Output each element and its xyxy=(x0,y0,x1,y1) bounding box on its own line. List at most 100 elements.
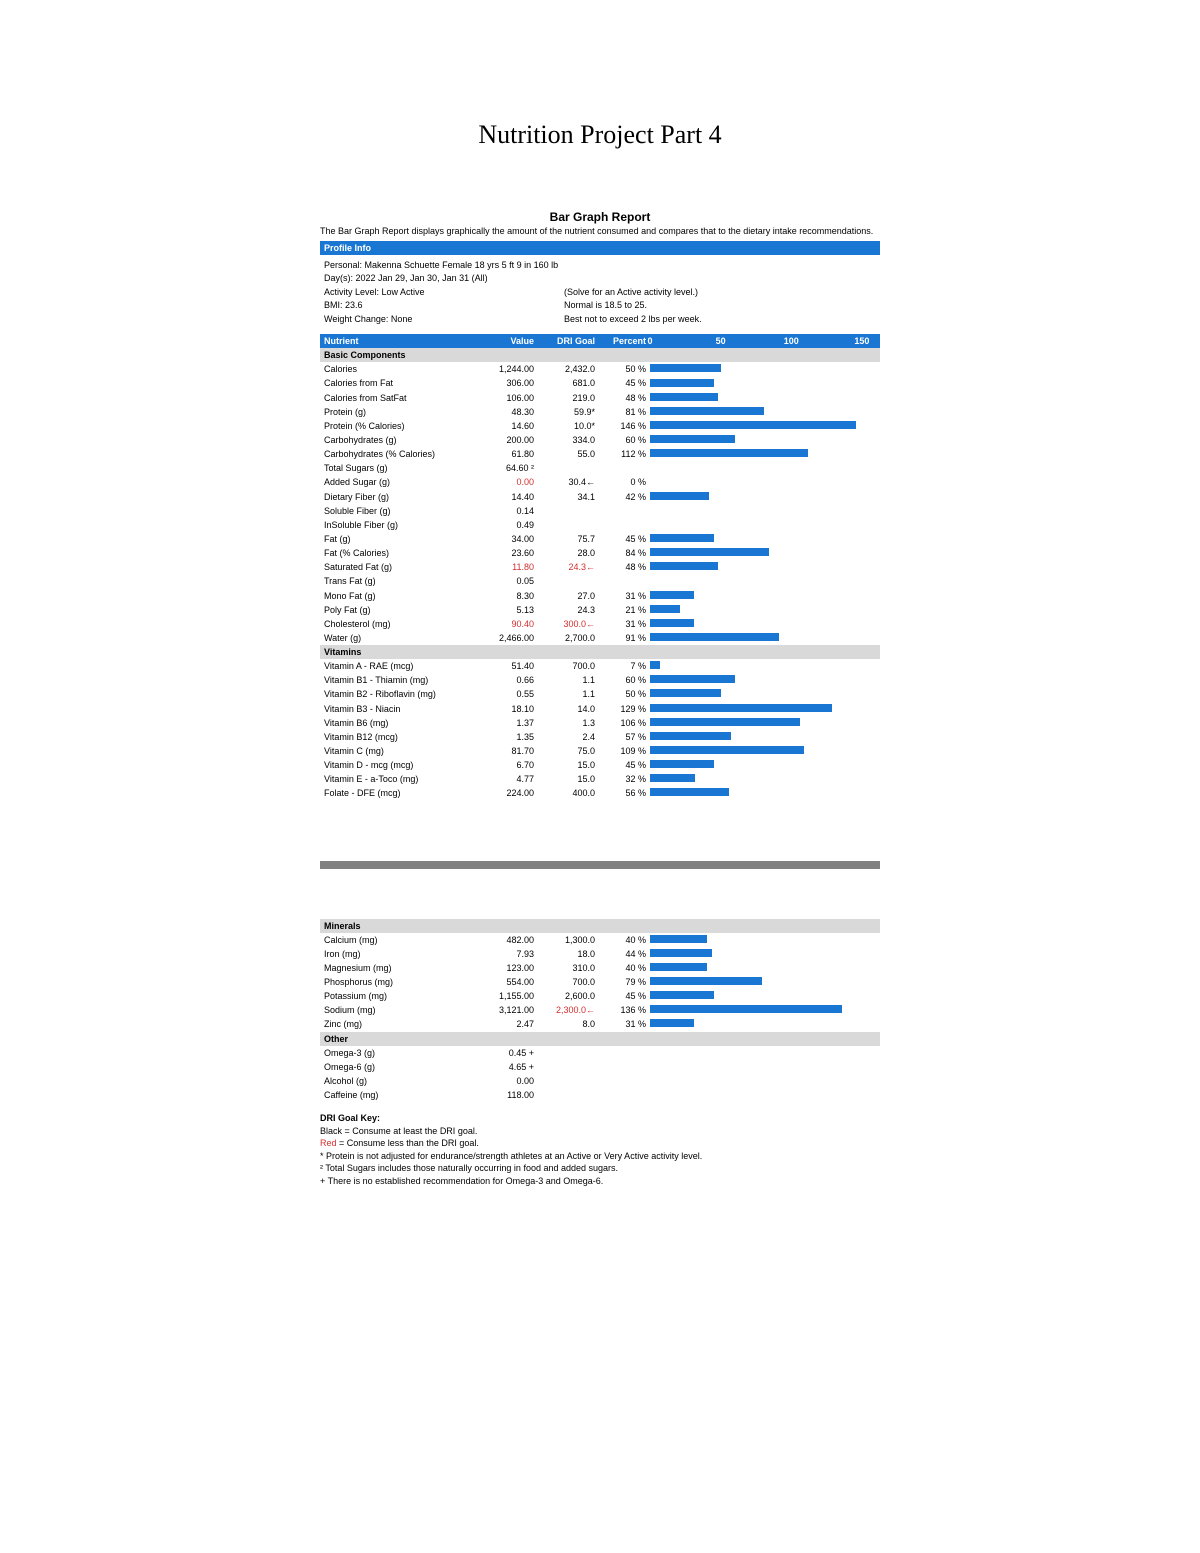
nutrient-name: Vitamin D - mcg (mcg) xyxy=(324,759,474,771)
table-row: Vitamin B2 - Riboflavin (mg)0.551.150 % xyxy=(320,687,880,701)
table-row: Carbohydrates (g)200.00334.060 % xyxy=(320,433,880,447)
bar-fill xyxy=(650,1005,842,1013)
bar-cell xyxy=(650,449,876,459)
nutrient-name: Added Sugar (g) xyxy=(324,476,474,488)
nutrient-goal: 700.0 xyxy=(540,660,601,672)
table-row: Alcohol (g)0.00 xyxy=(320,1074,880,1088)
nutrient-value: 224.00 xyxy=(474,787,540,799)
bar-cell xyxy=(650,421,876,431)
nutrient-value: 1,244.00 xyxy=(474,363,540,375)
bar-fill xyxy=(650,661,660,669)
nutrient-goal: 2,600.0 xyxy=(540,990,601,1002)
nutrient-name: Soluble Fiber (g) xyxy=(324,505,474,517)
nutrient-goal: 1.1 xyxy=(540,688,601,700)
nutrient-value: 118.00 xyxy=(474,1089,540,1101)
bar-cell xyxy=(650,364,876,374)
nutrient-percent: 45 % xyxy=(601,377,650,389)
nutrient-percent: 50 % xyxy=(601,688,650,700)
nutrient-name: Protein (g) xyxy=(324,406,474,418)
table-row: Vitamin B12 (mcg)1.352.457 % xyxy=(320,730,880,744)
nutrient-value: 0.66 xyxy=(474,674,540,686)
nutrient-name: Total Sugars (g) xyxy=(324,462,474,474)
nutrient-goal: 400.0 xyxy=(540,787,601,799)
nutrient-goal: 2,700.0 xyxy=(540,632,601,644)
table-row: Cholesterol (mg)90.40300.0←31 % xyxy=(320,617,880,631)
nutrient-percent: 91 % xyxy=(601,632,650,644)
bar-cell xyxy=(650,675,876,685)
bar-fill xyxy=(650,562,718,570)
nutrient-percent: 56 % xyxy=(601,787,650,799)
bar-fill xyxy=(650,619,694,627)
table-row: Total Sugars (g)64.60 ² xyxy=(320,461,880,475)
nutrient-value: 4.77 xyxy=(474,773,540,785)
page-divider xyxy=(320,861,880,869)
nutrient-name: Poly Fat (g) xyxy=(324,604,474,616)
col-percent: Percent xyxy=(601,336,650,346)
nutrient-name: Calories xyxy=(324,363,474,375)
nutrient-value: 64.60 ² xyxy=(474,462,540,474)
nutrient-percent: 60 % xyxy=(601,674,650,686)
bar-fill xyxy=(650,393,718,401)
footnote-line: ² Total Sugars includes those naturally … xyxy=(320,1162,880,1175)
bar-fill xyxy=(650,963,707,971)
nutrient-name: Cholesterol (mg) xyxy=(324,618,474,630)
table-row: Calories from Fat306.00681.045 % xyxy=(320,376,880,390)
table-row: Potassium (mg)1,155.002,600.045 % xyxy=(320,989,880,1003)
bar-fill xyxy=(650,718,800,726)
report-subtitle: The Bar Graph Report displays graphicall… xyxy=(320,226,880,237)
nutrient-value: 2,466.00 xyxy=(474,632,540,644)
nutrient-percent: 40 % xyxy=(601,962,650,974)
nutrient-value: 0.00 xyxy=(474,476,540,488)
bar-fill xyxy=(650,364,721,372)
nutrient-percent: 81 % xyxy=(601,406,650,418)
nutrient-goal: 1.1 xyxy=(540,674,601,686)
bar-fill xyxy=(650,774,695,782)
nutrient-name: Omega-3 (g) xyxy=(324,1047,474,1059)
footnote-line: + There is no established recommendation… xyxy=(320,1175,880,1188)
bar-fill xyxy=(650,689,721,697)
bar-fill xyxy=(650,760,714,768)
bar-fill xyxy=(650,704,832,712)
scale-tick: 0 xyxy=(647,336,652,346)
nutrient-name: Zinc (mg) xyxy=(324,1018,474,1030)
nutrient-goal: 59.9* xyxy=(540,406,601,418)
nutrient-value: 18.10 xyxy=(474,703,540,715)
nutrient-value: 61.80 xyxy=(474,448,540,460)
nutrient-goal: 700.0 xyxy=(540,976,601,988)
bar-fill xyxy=(650,421,856,429)
nutrient-percent: 45 % xyxy=(601,533,650,545)
nutrient-goal: 14.0 xyxy=(540,703,601,715)
bar-cell xyxy=(650,407,876,417)
nutrient-name: Saturated Fat (g) xyxy=(324,561,474,573)
nutrient-name: Caffeine (mg) xyxy=(324,1089,474,1101)
nutrient-name: Trans Fat (g) xyxy=(324,575,474,587)
col-goal: DRI Goal xyxy=(540,336,601,346)
bar-fill xyxy=(650,591,694,599)
nutrient-percent: 40 % xyxy=(601,934,650,946)
section-header: Vitamins xyxy=(320,645,880,659)
bar-fill xyxy=(650,1019,694,1027)
bar-cell xyxy=(650,704,876,714)
table-row: Fat (g)34.0075.745 % xyxy=(320,532,880,546)
bar-fill xyxy=(650,492,709,500)
nutrient-name: Water (g) xyxy=(324,632,474,644)
footnotes: DRI Goal Key: Black = Consume at least t… xyxy=(320,1112,880,1188)
nutrient-value: 123.00 xyxy=(474,962,540,974)
scale-area: 050100150 xyxy=(650,336,876,346)
nutrient-name: Vitamin B12 (mcg) xyxy=(324,731,474,743)
bar-cell xyxy=(650,463,876,473)
profile-block: Personal: Makenna Schuette Female 18 yrs… xyxy=(320,255,880,335)
nutrient-percent: 42 % xyxy=(601,491,650,503)
profile-note-3: Best not to exceed 2 lbs per week. xyxy=(564,313,876,327)
nutrient-value: 48.30 xyxy=(474,406,540,418)
nutrient-percent: 129 % xyxy=(601,703,650,715)
table-row: Zinc (mg)2.478.031 % xyxy=(320,1017,880,1031)
table-row: Vitamin B1 - Thiamin (mg)0.661.160 % xyxy=(320,673,880,687)
page: Nutrition Project Part 4 Bar Graph Repor… xyxy=(0,0,1200,1188)
bar-cell xyxy=(650,1076,876,1086)
section-header: Other xyxy=(320,1032,880,1046)
bar-cell xyxy=(650,492,876,502)
bar-fill xyxy=(650,949,712,957)
nutrient-name: Potassium (mg) xyxy=(324,990,474,1002)
scale-tick: 150 xyxy=(854,336,869,346)
